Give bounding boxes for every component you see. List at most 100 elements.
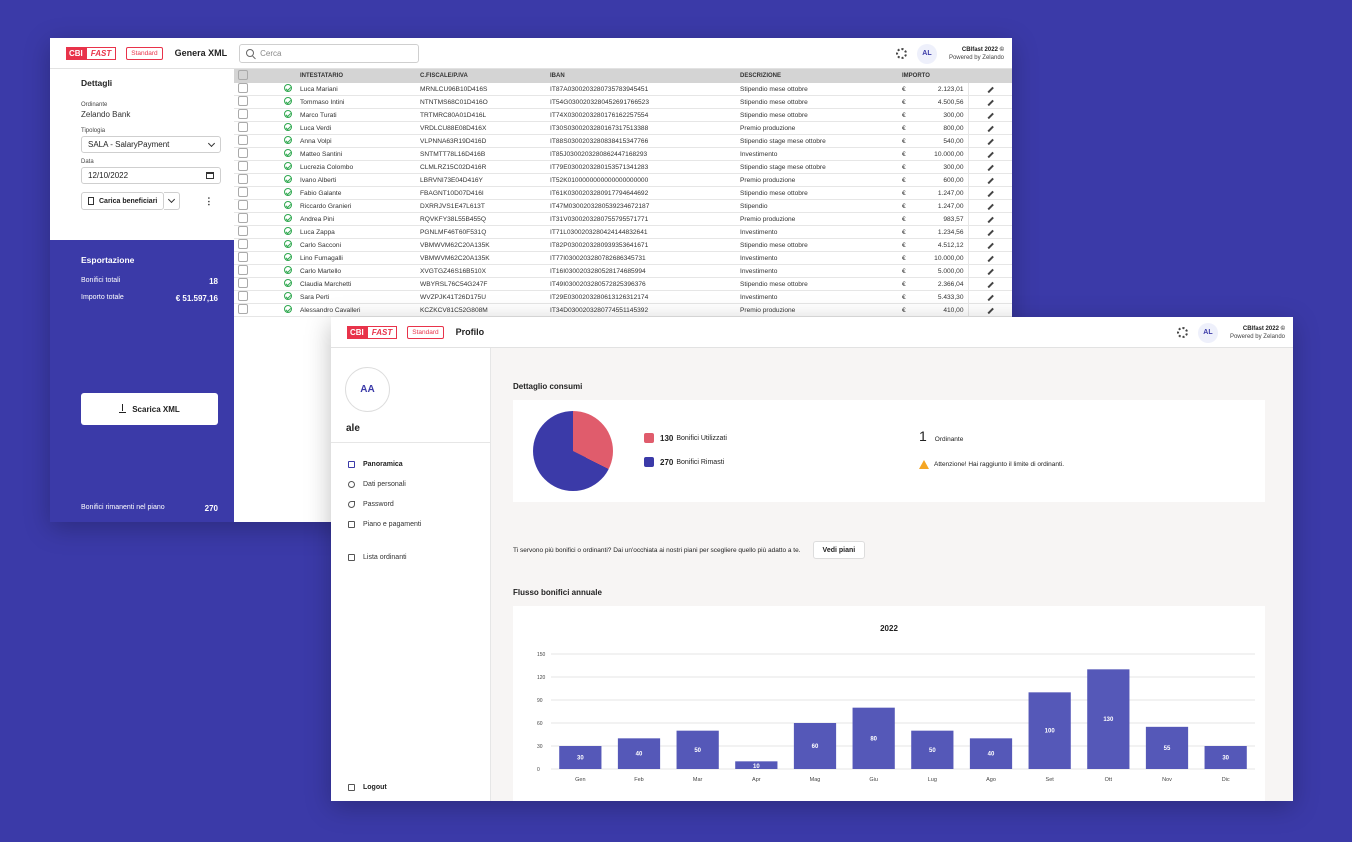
bar[interactable] [1028,692,1071,769]
calendar-icon[interactable] [206,172,214,179]
row-checkbox[interactable] [238,83,248,93]
table-row[interactable]: Sara Perti WVZPJK41T26D175U IT29E030020328… [234,290,1012,304]
bar[interactable] [617,738,661,769]
row-checkbox[interactable] [238,187,248,197]
bar[interactable] [676,730,719,769]
logout-button[interactable]: Logout [348,784,387,791]
row-checkbox[interactable] [238,278,248,288]
table-row[interactable]: Carlo Martello XVGTGZ46S16B510X IT16I03002… [234,264,1012,278]
search-input[interactable]: Cerca [239,43,420,63]
gear-icon[interactable] [895,48,907,59]
upload-options-dropdown[interactable] [164,192,181,210]
cell-intestatario: Luca Mariani [296,83,416,96]
row-checkbox[interactable] [238,213,248,223]
row-checkbox[interactable] [238,252,248,262]
more-options-icon[interactable]: ⋮ [204,195,214,206]
table-row[interactable]: Andrea Pini RQVKFY38L55B455Q IT31V03002032… [234,212,1012,226]
edit-pencil-icon[interactable] [987,125,994,132]
edit-pencil-icon[interactable] [987,86,994,93]
col-descrizione[interactable]: DESCRIZIONE [736,69,898,83]
cell-intestatario: Lino Fumagalli [296,251,416,265]
bar[interactable] [735,761,778,769]
bar[interactable] [911,730,954,769]
row-checkbox[interactable] [238,161,248,171]
bar[interactable] [969,738,1013,769]
row-checkbox[interactable] [238,96,248,106]
avatar[interactable]: AL [1197,322,1218,343]
table-row[interactable]: Tommaso Intini NTNTMS68C01D416O IT54G03002… [234,95,1012,109]
cell-descrizione: Stipendio mese ottobre [736,277,898,291]
select-all-checkbox[interactable] [238,70,248,80]
col-iban[interactable]: IBAN [546,69,736,83]
table-row[interactable]: Carlo Sacconi VBMWVM62C20A135K IT82P030020… [234,238,1012,252]
edit-pencil-icon[interactable] [987,281,994,288]
edit-pencil-icon[interactable] [987,151,994,158]
edit-pencil-icon[interactable] [987,203,994,210]
table-row[interactable]: Fabio Galante FBAGNT10D07D416I IT61K030020… [234,186,1012,200]
cbi-fast-logo[interactable]: CBI FAST [66,46,117,60]
row-checkbox[interactable] [238,174,248,184]
profile-avatar[interactable]: AA [345,367,390,412]
edit-pencil-icon[interactable] [987,190,994,197]
table-row[interactable]: Ivano Alberti LBRVNI73E04D416Y IT52K010000… [234,173,1012,187]
table-row[interactable]: Claudia Marchetti WBYRSL76C54G247F IT49I03… [234,277,1012,291]
edit-pencil-icon[interactable] [987,307,994,314]
edit-pencil-icon[interactable] [987,242,994,249]
edit-pencil-icon[interactable] [987,255,994,262]
table-row[interactable]: Lucrezia Colombo CLMLRZ15C02D416R IT79E030… [234,160,1012,174]
avatar[interactable]: AL [916,43,937,64]
table-row[interactable]: Luca Mariani MRNLCU96B10D416S IT87A0300203… [234,83,1012,96]
edit-pencil-icon[interactable] [987,177,994,184]
gear-icon[interactable] [1176,327,1188,338]
table-row[interactable]: Luca Verdi VRDLCU88E08D416X IT30S030020328… [234,121,1012,135]
tipologia-select[interactable]: SALA - SalaryPayment [81,136,221,153]
edit-pencil-icon[interactable] [987,216,994,223]
col-intestatario[interactable]: INTESTATARIO [296,69,416,83]
row-checkbox[interactable] [238,135,248,145]
row-checkbox[interactable] [238,226,248,236]
row-checkbox[interactable] [238,200,248,210]
row-checkbox[interactable] [238,239,248,249]
download-xml-button[interactable]: Scarica XML [81,393,218,425]
row-checkbox[interactable] [238,265,248,275]
table-row[interactable]: Anna Volpi VLPNNA63R19D416D IT88S030020328… [234,134,1012,148]
nav-item-panoramica[interactable]: Panoramica [348,454,421,474]
view-plans-button[interactable]: Vedi piani [812,541,866,559]
cell-codice-fiscale: XVGTGZ46S16B510X [416,264,546,278]
table-row[interactable]: Matteo Santini SNTMTT78L16D416B IT85J03002… [234,147,1012,161]
logo-fast: FAST [85,46,117,60]
row-checkbox[interactable] [238,304,248,314]
date-field[interactable]: 12/10/2022 [81,167,221,184]
edit-pencil-icon[interactable] [987,138,994,145]
table-row[interactable]: Alessandro Cavalleri KCZKCV81C52G808M IT34… [234,303,1012,317]
row-checkbox[interactable] [238,148,248,158]
table-row[interactable]: Luca Zappa PGNLMF46T60F531Q IT71L030020328… [234,225,1012,239]
edit-pencil-icon[interactable] [987,268,994,275]
row-checkbox[interactable] [238,122,248,132]
table-row[interactable]: Riccardo Granieri DXRRJVS1E47L613T IT47M03… [234,199,1012,213]
edit-pencil-icon[interactable] [987,99,994,106]
row-checkbox[interactable] [238,291,248,301]
bar[interactable] [793,723,837,769]
upload-beneficiaries-button[interactable]: Carica beneficiari [81,192,165,210]
nav-item-password[interactable]: Password [348,494,421,514]
bar[interactable] [559,746,602,769]
bar[interactable] [1204,746,1247,769]
table-row[interactable]: Marco Turati TRTMRC80A01D416L IT74X0300203… [234,108,1012,122]
cell-intestatario: Luca Verdi [296,121,416,135]
edit-pencil-icon[interactable] [987,112,994,119]
bar[interactable] [852,707,895,769]
bar[interactable] [1087,669,1130,769]
edit-pencil-icon[interactable] [987,294,994,301]
nav-item-piano-pagamenti[interactable]: Piano e pagamenti [348,514,421,534]
cbi-fast-logo[interactable]: CBI FAST [347,325,398,339]
bar[interactable] [1145,726,1189,769]
col-importo[interactable]: IMPORTO [898,69,968,83]
col-codice-fiscale[interactable]: C.FISCALE/P.IVA [416,69,546,83]
edit-pencil-icon[interactable] [987,229,994,236]
row-checkbox[interactable] [238,109,248,119]
edit-pencil-icon[interactable] [987,164,994,171]
nav-item-dati-personali[interactable]: Dati personali [348,474,421,494]
table-row[interactable]: Lino Fumagalli VBMWVM62C20A135K IT77I03002… [234,251,1012,265]
nav-item-lista-ordinanti[interactable]: Lista ordinanti [348,547,421,567]
